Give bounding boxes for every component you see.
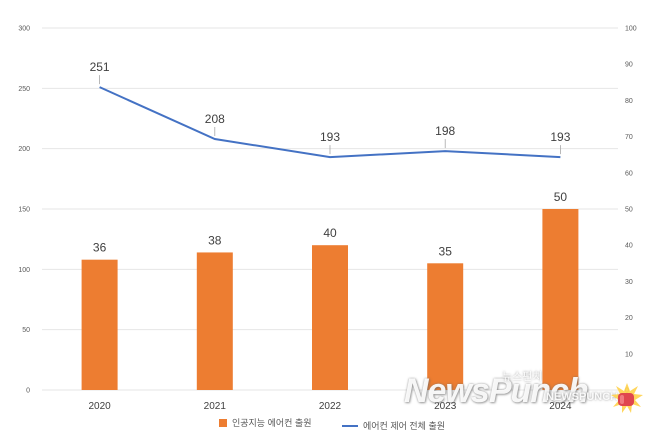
right-tick-label: 70 xyxy=(625,134,633,141)
left-tick-label: 150 xyxy=(18,207,30,214)
bar-data-label: 40 xyxy=(323,226,337,240)
right-tick-label: 20 xyxy=(625,315,633,322)
x-tick-label: 2022 xyxy=(319,401,342,412)
right-tick-label: 50 xyxy=(625,207,633,214)
bar xyxy=(81,259,118,390)
bar xyxy=(196,252,233,390)
bar-data-label: 38 xyxy=(208,233,222,247)
right-tick-label: 100 xyxy=(625,26,637,33)
right-tick-label: 40 xyxy=(625,243,633,250)
series-line xyxy=(99,86,561,159)
left-tick-label: 250 xyxy=(18,86,30,93)
x-tick-label: 2020 xyxy=(88,401,111,412)
left-tick-label: 300 xyxy=(18,26,30,33)
line-data-label: 208 xyxy=(205,112,225,126)
legend-item-bar: 인공지능 에어컨 출원 xyxy=(218,416,312,429)
bar-data-label: 50 xyxy=(554,190,568,204)
right-axis: 0 10 20 30 40 50 60 70 80 90 100 xyxy=(625,26,637,395)
x-tick-label: 2023 xyxy=(434,401,457,412)
right-tick-label: 30 xyxy=(625,279,633,286)
x-axis: 2020 2021 2022 2023 2024 xyxy=(88,401,571,412)
bar xyxy=(427,263,464,390)
right-tick-label: 80 xyxy=(625,98,633,105)
line-data-label: 193 xyxy=(550,130,570,144)
bar-series: 36 38 40 35 50 xyxy=(81,190,579,390)
x-tick-label: 2024 xyxy=(549,401,572,412)
legend-swatch-bar xyxy=(218,418,227,427)
legend-label-bar: 인공지능 에어컨 출원 xyxy=(231,418,312,428)
left-tick-label: 200 xyxy=(18,146,30,153)
left-tick-label: 100 xyxy=(18,267,30,274)
left-axis: 0 50 100 150 200 250 300 xyxy=(18,26,30,395)
legend-label-line: 에어컨 제어 전체 출원 xyxy=(363,421,446,431)
x-tick-label: 2021 xyxy=(204,401,227,412)
right-tick-label: 0 xyxy=(625,388,629,395)
line-data-label: 193 xyxy=(320,130,340,144)
right-tick-label: 90 xyxy=(625,62,633,69)
legend-item-line: 에어컨 제어 전체 출원 xyxy=(342,419,445,432)
bar-data-label: 36 xyxy=(93,241,107,255)
legend-swatch-line xyxy=(342,424,358,427)
bar xyxy=(542,209,579,390)
right-tick-label: 10 xyxy=(625,351,633,358)
line-data-label: 251 xyxy=(90,60,110,74)
legend: 인공지능 에어컨 출원 에어컨 제어 전체 출원 xyxy=(0,416,664,432)
line-series: 251 208 193 198 193 xyxy=(90,60,571,159)
right-tick-label: 60 xyxy=(625,170,633,177)
bar xyxy=(312,245,348,390)
left-tick-label: 0 xyxy=(26,388,30,395)
line-data-label: 198 xyxy=(435,124,455,138)
left-tick-label: 50 xyxy=(22,327,30,334)
bar-data-label: 35 xyxy=(439,244,453,258)
